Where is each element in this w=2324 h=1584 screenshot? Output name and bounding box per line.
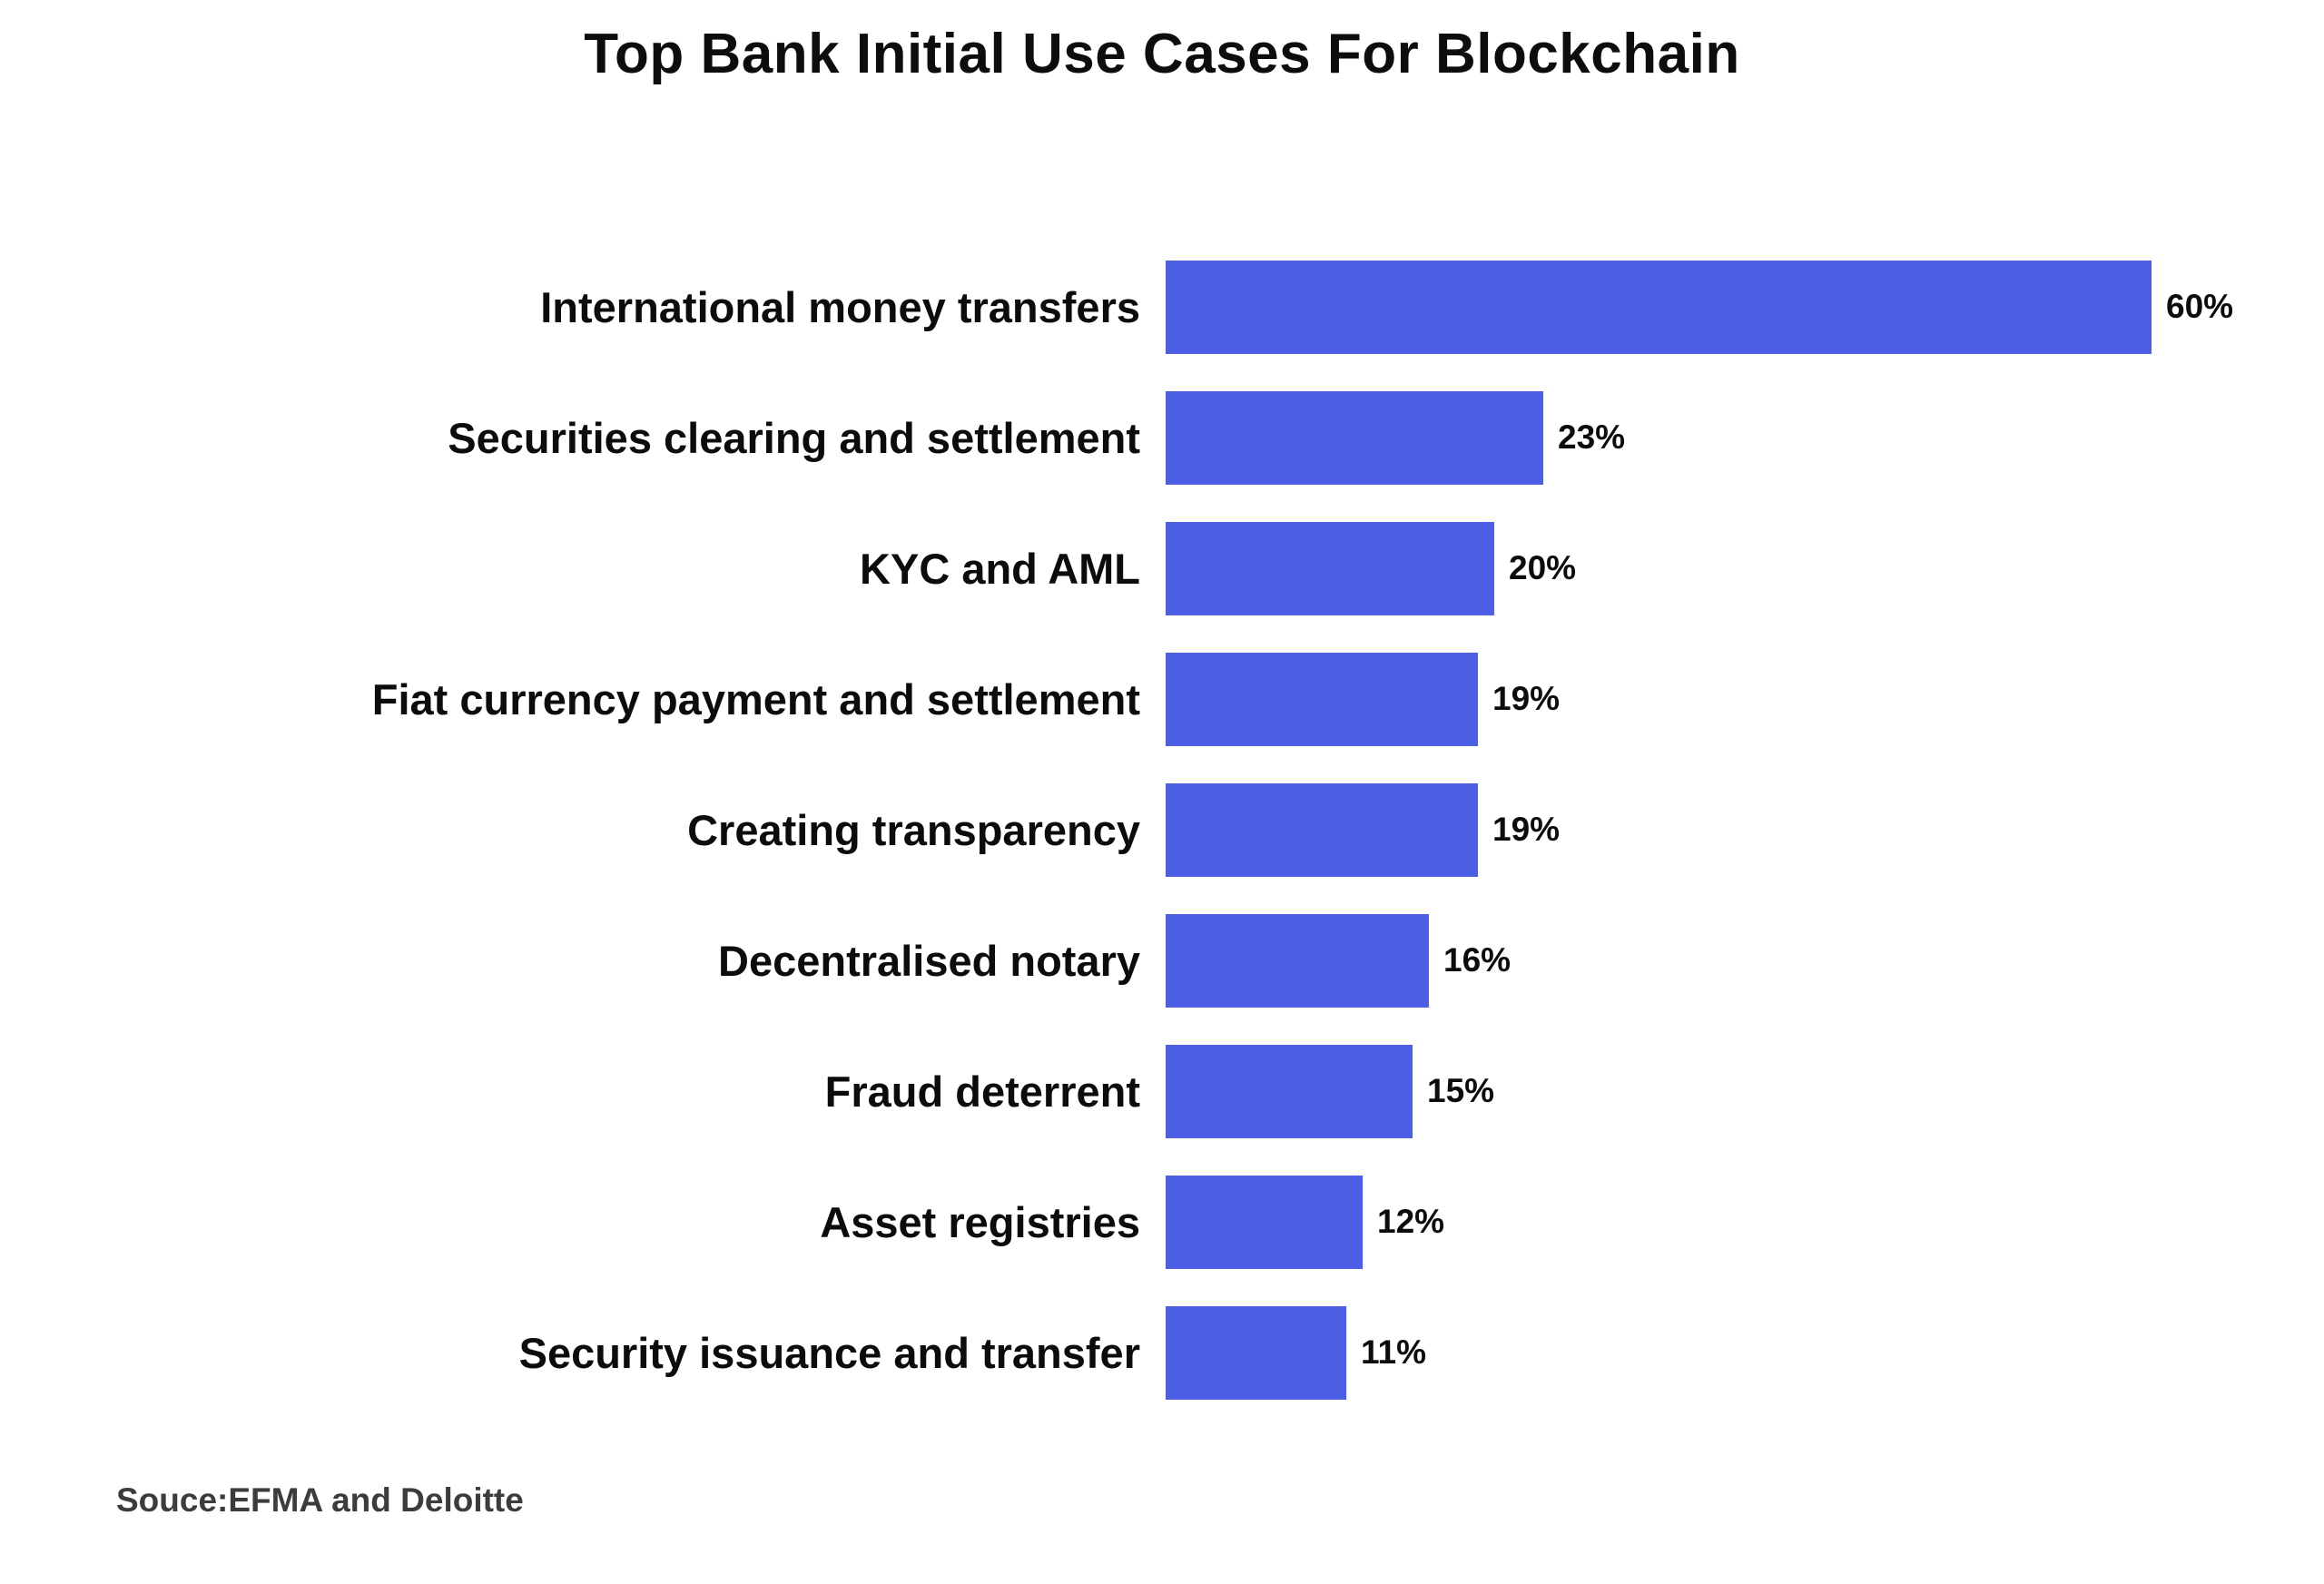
- category-label: Security issuance and transfer: [518, 1328, 1140, 1377]
- category-label: KYC and AML: [860, 544, 1140, 593]
- bar: [1166, 390, 1543, 485]
- category-label: Asset registries: [820, 1197, 1140, 1246]
- value-label: 60%: [2166, 288, 2234, 325]
- bar-row: Asset registries 12%: [0, 1156, 2324, 1287]
- bar-row: Fraud deterrent 15%: [0, 1026, 2324, 1156]
- bar-row: Decentralised notary 16%: [0, 895, 2324, 1026]
- bar-row: KYC and AML 20%: [0, 503, 2324, 634]
- bar-row: Securities clearing and settlement 23%: [0, 372, 2324, 503]
- value-label: 12%: [1377, 1203, 1445, 1240]
- category-label: International money transfers: [540, 282, 1140, 331]
- bar: [1166, 782, 1478, 877]
- bar: [1166, 1175, 1363, 1269]
- bar: [1166, 652, 1478, 746]
- bar-rows: International money transfers 60% Securiti…: [0, 241, 2324, 1418]
- bar: [1166, 521, 1494, 615]
- category-label: Fiat currency payment and settlement: [371, 674, 1140, 723]
- value-label: 19%: [1492, 811, 1561, 848]
- source-note: Souce:EFMA and Deloitte: [116, 1481, 524, 1519]
- category-label: Creating transparency: [687, 805, 1140, 854]
- bar: [1166, 1305, 1346, 1400]
- value-label: 20%: [1509, 549, 1577, 586]
- chart-title: Top Bank Initial Use Cases For Blockchai…: [584, 23, 1740, 85]
- bar: [1166, 260, 2152, 354]
- value-label: 23%: [1558, 418, 1626, 456]
- bar: [1166, 1044, 1413, 1138]
- category-label: Fraud deterrent: [824, 1067, 1140, 1116]
- value-label: 11%: [1361, 1333, 1427, 1371]
- bar-row: Creating transparency 19%: [0, 764, 2324, 895]
- bar-row: Security issuance and transfer 11%: [0, 1287, 2324, 1418]
- bar-row: Fiat currency payment and settlement 19%: [0, 634, 2324, 764]
- bar: [1166, 913, 1429, 1008]
- value-label: 15%: [1427, 1072, 1495, 1109]
- category-label: Decentralised notary: [718, 936, 1140, 985]
- value-label: 16%: [1443, 941, 1512, 979]
- bar-row: International money transfers 60%: [0, 241, 2324, 372]
- value-label: 19%: [1492, 680, 1561, 717]
- category-label: Securities clearing and settlement: [448, 413, 1140, 462]
